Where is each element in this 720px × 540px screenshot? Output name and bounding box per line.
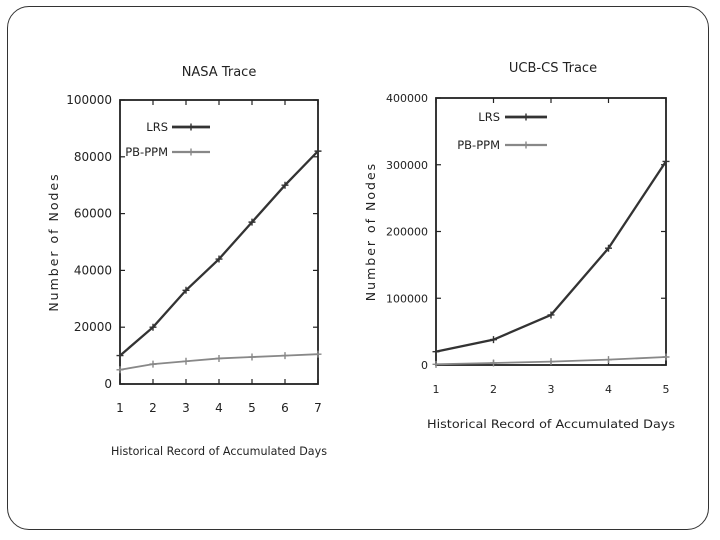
- data-point: [605, 244, 612, 252]
- y-tick-label: 100000: [66, 93, 112, 107]
- data-point: [149, 360, 157, 368]
- x-tick-label: 2: [149, 401, 157, 415]
- data-point: [314, 147, 322, 155]
- chart-title: NASA Trace: [182, 65, 257, 80]
- legend-label: LRS: [146, 120, 168, 134]
- series-line-lrs: [119, 150, 319, 357]
- x-tick-label: 1: [116, 401, 124, 415]
- x-tick-label: 6: [281, 401, 289, 415]
- data-point: [547, 311, 555, 319]
- data-point: [490, 359, 497, 367]
- legend-label: PB-PPM: [457, 138, 500, 152]
- x-tick-label: 3: [548, 383, 555, 396]
- data-point: [314, 350, 322, 358]
- data-point: [116, 352, 124, 360]
- data-point: [248, 218, 256, 226]
- y-tick-label: 60000: [74, 207, 112, 221]
- y-tick-label: 200000: [386, 226, 428, 239]
- x-tick-label: 5: [248, 401, 256, 415]
- y-tick-label: 400000: [386, 92, 428, 105]
- data-point: [182, 357, 190, 365]
- chart-title: UCB-CS Trace: [509, 61, 597, 76]
- data-point: [490, 336, 497, 344]
- y-tick-label: 0: [421, 359, 428, 372]
- x-tick-label: 1: [433, 383, 440, 396]
- x-tick-label: 4: [605, 383, 612, 396]
- y-axis-label: Number of Nodes: [46, 172, 61, 311]
- x-axis-label: Historical Record of Accumulated Days: [427, 417, 675, 431]
- x-tick-label: 3: [182, 401, 190, 415]
- plot-area-frame: [119, 99, 319, 385]
- y-tick-label: 40000: [74, 263, 112, 277]
- series-line-lrs: [435, 160, 667, 353]
- data-point: [432, 360, 440, 368]
- legend-marker: [522, 113, 530, 121]
- data-point: [116, 366, 124, 374]
- data-point: [281, 352, 289, 360]
- legend-marker: [187, 148, 195, 156]
- data-point: [432, 348, 440, 356]
- data-point: [662, 353, 670, 361]
- legend-marker: [522, 141, 530, 149]
- data-point: [662, 157, 670, 165]
- data-point: [149, 323, 157, 331]
- data-point: [215, 255, 223, 263]
- data-point: [547, 358, 555, 366]
- x-axis-label: Historical Record of Accumulated Days: [111, 444, 327, 458]
- y-tick-label: 0: [104, 377, 112, 391]
- y-tick-label: 100000: [386, 292, 428, 305]
- data-point: [215, 354, 223, 362]
- data-point: [248, 353, 256, 361]
- y-tick-label: 80000: [74, 150, 112, 164]
- data-point: [281, 181, 289, 189]
- y-axis-label: Number of Nodes: [363, 162, 378, 301]
- x-tick-label: 5: [663, 383, 670, 396]
- y-tick-label: 20000: [74, 320, 112, 334]
- x-tick-label: 7: [314, 401, 322, 415]
- legend-marker: [187, 123, 195, 131]
- legend-label: PB-PPM: [125, 145, 168, 159]
- data-point: [182, 286, 190, 294]
- legend-label: LRS: [478, 110, 500, 124]
- x-tick-label: 4: [215, 401, 223, 415]
- data-point: [605, 356, 612, 364]
- y-tick-label: 300000: [386, 159, 428, 172]
- slide-frame: [7, 6, 709, 530]
- x-tick-label: 2: [490, 383, 497, 396]
